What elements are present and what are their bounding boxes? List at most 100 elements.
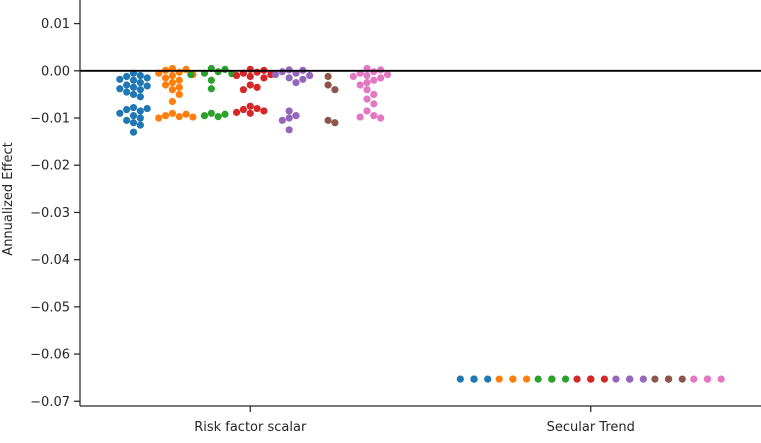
data-point-0-0-16 xyxy=(143,104,151,113)
data-point-0-6-1 xyxy=(377,66,385,74)
data-point-0-5-3 xyxy=(324,116,332,124)
data-point-0-6-11 xyxy=(363,86,371,94)
data-point-0-5-2 xyxy=(331,86,339,94)
data-point-0-1-13 xyxy=(175,90,183,99)
data-point-0-0-15 xyxy=(129,104,138,112)
data-point-1-4-2 xyxy=(612,375,620,383)
data-point-0-0-20 xyxy=(129,112,138,120)
data-point-0-1-14 xyxy=(168,97,177,106)
data-point-0-3-7 xyxy=(260,74,268,82)
data-point-0-4-9 xyxy=(285,107,293,115)
data-point-0-6-10 xyxy=(356,81,364,89)
data-point-0-5-4 xyxy=(331,119,339,127)
data-point-0-0-10 xyxy=(116,85,124,93)
data-point-1-0-4 xyxy=(470,375,478,383)
x-tick-label: Secular Trend xyxy=(547,420,635,435)
data-point-0-4-13 xyxy=(285,126,293,134)
data-point-0-3-5 xyxy=(232,71,241,80)
data-point-1-3-4 xyxy=(587,375,595,383)
y-tick-label: −0.07 xyxy=(30,395,70,410)
data-point-0-1-20 xyxy=(155,114,163,122)
data-point-0-1-19 xyxy=(189,113,197,121)
data-point-0-1-10 xyxy=(161,81,170,89)
data-point-0-3-11 xyxy=(246,102,254,110)
data-point-0-3-15 xyxy=(232,108,241,116)
data-point-0-0-4 xyxy=(116,75,124,83)
data-point-0-0-19 xyxy=(116,109,124,117)
data-point-1-1-4 xyxy=(509,375,517,383)
data-point-1-2-2 xyxy=(534,375,542,383)
data-point-0-0-3 xyxy=(143,74,151,82)
data-point-0-0-1 xyxy=(136,71,144,80)
data-point-1-3-1 xyxy=(600,375,609,383)
y-tick-label: −0.04 xyxy=(30,253,70,268)
y-tick-label: −0.03 xyxy=(30,206,70,221)
data-point-0-6-8 xyxy=(370,76,378,84)
data-point-0-0-23 xyxy=(129,119,138,127)
data-point-0-3-6 xyxy=(246,72,254,81)
data-point-0-6-5 xyxy=(363,71,371,80)
plot-marks xyxy=(116,64,725,383)
data-point-0-6-2 xyxy=(370,68,378,76)
data-point-0-0-22 xyxy=(123,116,131,124)
data-point-0-1-18 xyxy=(175,113,183,121)
data-point-1-5-1 xyxy=(678,375,686,383)
data-point-1-3-2 xyxy=(573,375,581,383)
data-point-0-2-11 xyxy=(214,113,222,121)
data-point-0-6-14 xyxy=(370,100,378,108)
data-point-0-2-7 xyxy=(207,85,215,93)
data-point-0-2-9 xyxy=(221,110,229,118)
data-point-0-6-13 xyxy=(363,95,371,103)
data-point-0-6-7 xyxy=(377,74,385,82)
data-point-1-6-1 xyxy=(717,375,725,383)
data-point-0-0-8 xyxy=(143,82,151,90)
data-point-0-3-13 xyxy=(239,105,248,114)
x-axis: Risk factor scalar Secular Trend xyxy=(80,405,761,435)
data-point-0-6-17 xyxy=(356,113,364,121)
data-point-0-0-5 xyxy=(129,76,138,84)
data-point-0-1-11 xyxy=(175,83,183,91)
data-point-0-5-1 xyxy=(324,81,332,89)
data-point-0-4-12 xyxy=(278,116,286,124)
data-point-1-6-4 xyxy=(703,375,712,383)
data-point-0-1-16 xyxy=(182,110,190,118)
data-point-0-1-8 xyxy=(175,76,183,84)
data-point-0-0-14 xyxy=(136,93,144,101)
data-point-0-4-5 xyxy=(306,71,314,80)
data-point-0-4-7 xyxy=(299,75,307,83)
data-point-0-3-16 xyxy=(246,109,254,117)
data-point-0-0-6 xyxy=(136,79,144,87)
data-point-0-0-17 xyxy=(123,105,131,114)
data-point-0-2-2 xyxy=(214,68,222,76)
y-tick-label: 0.00 xyxy=(41,64,70,79)
data-point-0-3-2 xyxy=(253,68,261,76)
data-point-0-6-9 xyxy=(363,79,371,87)
data-point-1-2-4 xyxy=(548,375,556,383)
data-point-0-6-4 xyxy=(383,70,392,79)
data-point-1-4-1 xyxy=(639,375,647,383)
data-point-0-0-13 xyxy=(129,90,138,99)
data-point-0-2-1 xyxy=(221,65,229,73)
data-point-0-0-11 xyxy=(136,86,144,94)
y-axis: 0.01 0.00 −0.01 −0.02 −0.03 −0.04 −0.05 −0.06 −0… xyxy=(30,0,81,410)
data-point-0-1-7 xyxy=(161,74,170,82)
data-point-0-0-7 xyxy=(123,81,131,89)
y-tick-label: −0.05 xyxy=(30,300,70,315)
data-point-0-0-25 xyxy=(129,128,138,136)
y-tick-label: −0.02 xyxy=(30,159,70,174)
data-point-1-0-2 xyxy=(456,375,464,383)
data-point-0-6-6 xyxy=(349,72,357,81)
data-point-0-0-2 xyxy=(123,72,131,81)
x-tick-label: Risk factor scalar xyxy=(194,420,307,435)
data-point-0-0-18 xyxy=(136,107,144,115)
data-point-0-4-6 xyxy=(285,74,293,82)
data-point-0-0-9 xyxy=(129,83,138,91)
data-point-0-4-10 xyxy=(292,112,300,120)
data-point-0-3-0 xyxy=(246,65,254,73)
data-point-0-2-8 xyxy=(207,109,215,117)
data-point-1-0-1 xyxy=(484,375,492,383)
data-point-0-6-16 xyxy=(370,112,378,120)
data-point-0-0-21 xyxy=(136,114,144,122)
data-point-0-1-9 xyxy=(168,79,177,87)
data-point-1-6-2 xyxy=(690,375,698,383)
